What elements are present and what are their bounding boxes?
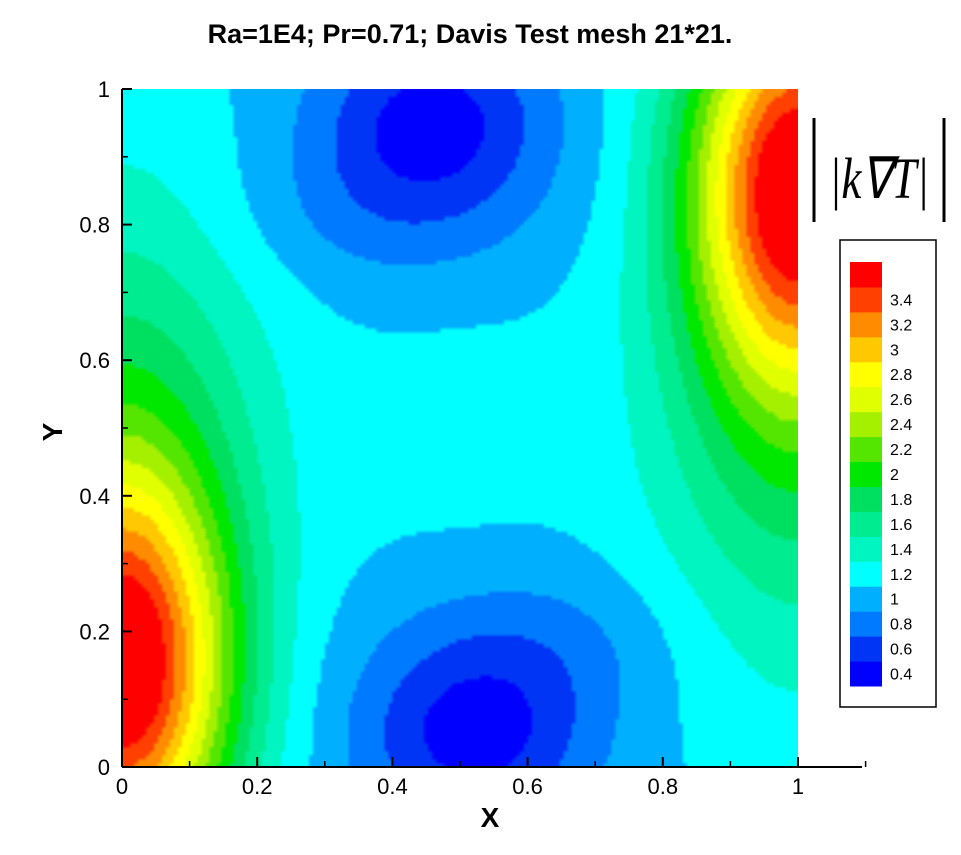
legend-label: 0.8 [890, 617, 912, 634]
legend-swatch [850, 611, 882, 637]
legend-label: 2.8 [890, 367, 912, 384]
legend-swatch [850, 336, 882, 363]
legend-swatch [850, 511, 882, 537]
legend: 0.4 0.6 0.8 1 1.2 1.4 1.6 1.8 2 2.2 2.4 2.6 2.8 3 3.2 3… [839, 239, 937, 708]
legend-swatch [850, 636, 882, 662]
y-tick-label: 0 [98, 755, 110, 780]
legend-label: 0.4 [890, 667, 912, 684]
legend-swatch [850, 586, 882, 612]
y-axis-label: Y [37, 422, 68, 441]
legend-label: 1 [890, 592, 899, 609]
legend-swatch [850, 461, 882, 487]
x-tick-label: 0.2 [242, 774, 273, 799]
contour-plot-area [122, 89, 798, 767]
contour-field [122, 89, 798, 767]
legend-label: 3.2 [890, 317, 912, 334]
y-tick-label: 1 [98, 77, 110, 102]
x-tick-label: 0.4 [377, 774, 408, 799]
legend-label: 2 [890, 467, 899, 484]
legend-label: 1.2 [890, 567, 912, 584]
legend-swatch [850, 411, 882, 438]
legend-swatch [850, 486, 882, 512]
y-tick-label: 0.6 [79, 348, 110, 373]
y-tick-label: 0.8 [79, 213, 110, 238]
legend-label: 3.4 [890, 292, 912, 309]
legend-label: 2.2 [890, 442, 912, 459]
x-tick-label: 0.6 [512, 774, 543, 799]
legend-swatch [850, 536, 882, 562]
legend-swatch [850, 361, 882, 388]
chart-title: Ra=1E4; Pr=0.71; Davis Test mesh 21*21. [208, 19, 733, 49]
legend-swatch [850, 436, 882, 463]
y-tick-label: 0.2 [79, 619, 110, 644]
axes: 0 0.2 0.4 0.6 0.8 1 0 0.2 0.4 0.6 0.8 1 [79, 77, 867, 799]
legend-label: 2.6 [890, 392, 912, 409]
legend-swatch [850, 386, 882, 413]
legend-swatch [850, 661, 882, 687]
quantity-label: |k∇T| [829, 146, 929, 211]
legend-swatch [850, 311, 882, 338]
legend-label: 0.6 [890, 642, 912, 659]
x-axis-label: X [481, 802, 500, 833]
x-tick-label: 0.8 [648, 774, 679, 799]
x-tick-label: 0 [116, 774, 128, 799]
legend-label: 3 [890, 342, 899, 359]
x-tick-label: 1 [792, 774, 804, 799]
legend-swatch [850, 262, 882, 288]
y-tick-label: 0.4 [79, 484, 110, 509]
legend-swatch [850, 561, 882, 587]
legend-label: 2.4 [890, 417, 912, 434]
legend-label: 1.8 [890, 492, 912, 509]
quantity-symbol: |k∇T| [812, 118, 946, 222]
legend-swatch [850, 286, 882, 313]
legend-label: 1.6 [890, 517, 912, 534]
legend-label: 1.4 [890, 542, 912, 559]
